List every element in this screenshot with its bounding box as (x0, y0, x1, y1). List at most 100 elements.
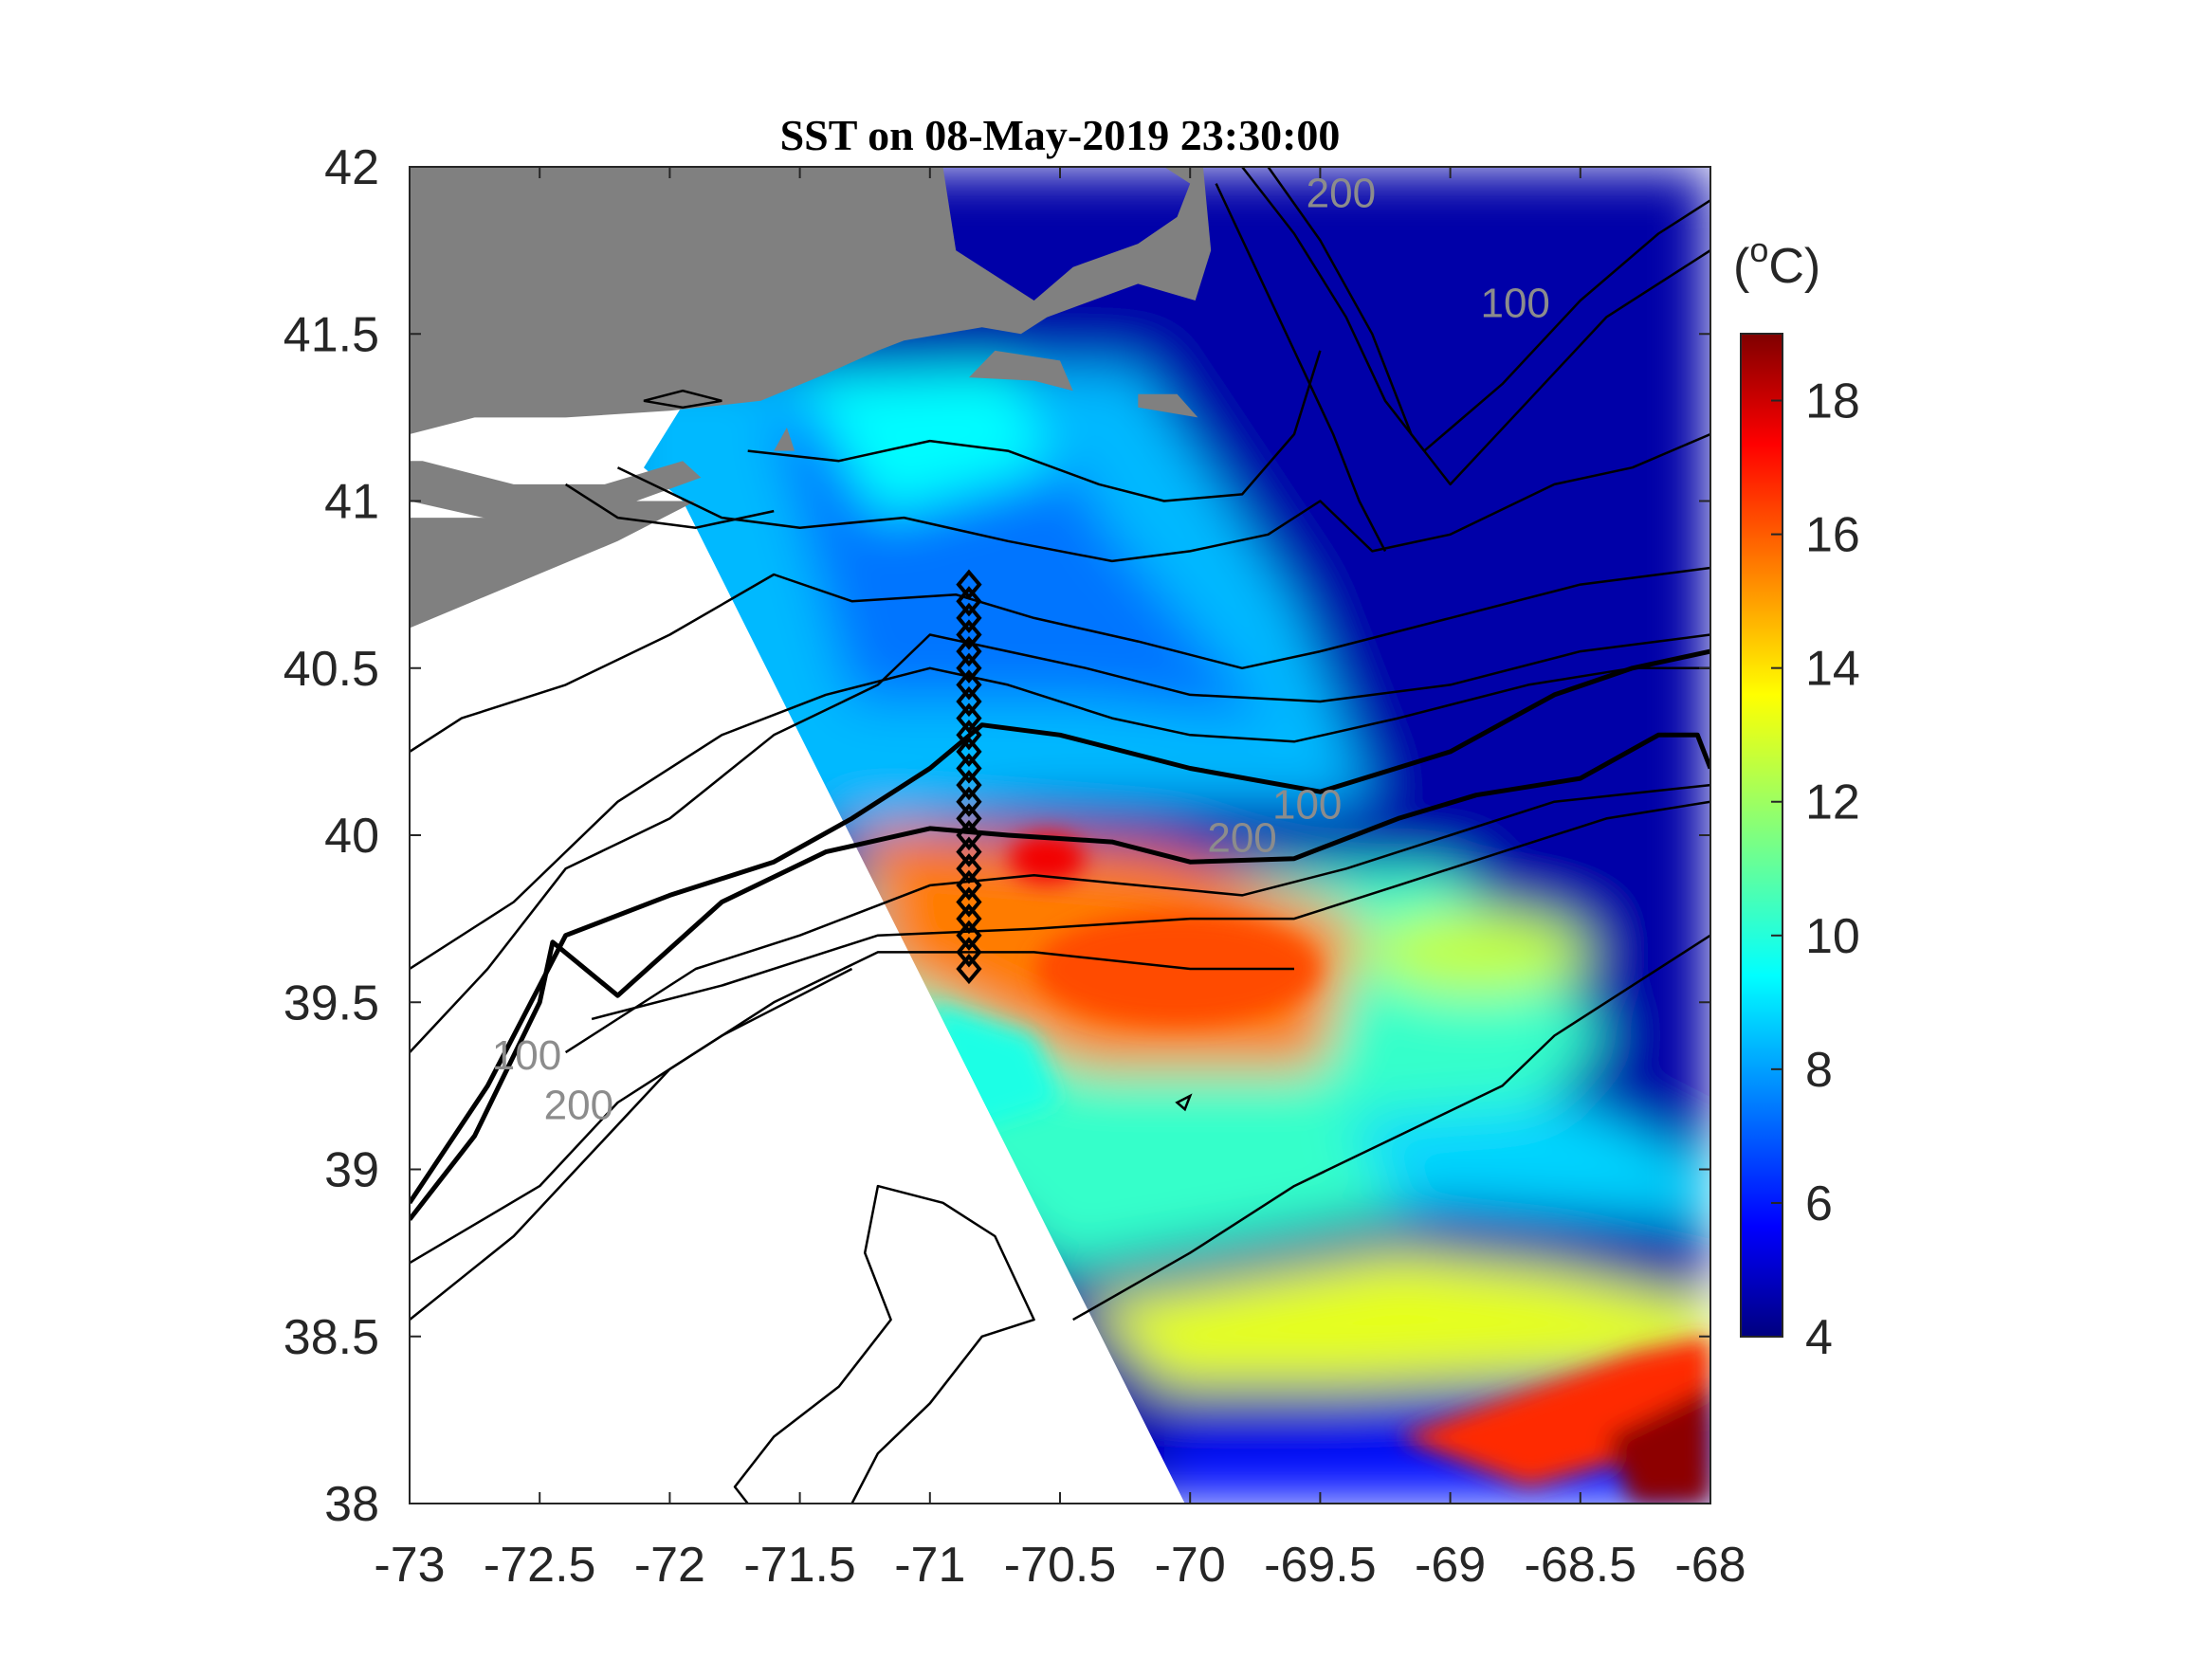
x-tick-label: -71 (894, 1538, 965, 1593)
contour-label: 100 (1272, 781, 1342, 828)
x-tick-label: -68.5 (1525, 1538, 1637, 1593)
contour-label: 200 (544, 1083, 613, 1129)
sst-hot-corner (1606, 1386, 1710, 1504)
contour-label: 100 (492, 1032, 561, 1079)
colorbar-tick-label: 18 (1805, 374, 1860, 429)
sst-warm-patch-east (1362, 909, 1591, 995)
station-marker (956, 753, 982, 784)
station-marker (956, 702, 982, 734)
station-marker (956, 586, 982, 617)
colorbar-tick-label: 10 (1805, 909, 1860, 964)
x-tick-label: -71.5 (743, 1538, 856, 1593)
x-tick-label: -70.5 (1004, 1538, 1117, 1593)
y-tick-label: 39 (324, 1143, 379, 1198)
station-marker (956, 619, 982, 650)
station-marker (956, 803, 982, 834)
colorbar-tick-label: 8 (1805, 1043, 1833, 1098)
x-axis: -73 -72.5 -72 -71.5 -71 -70.5 -70 -69.5 -69 -68.5… (374, 167, 1746, 1593)
colorbar-tick-label: 4 (1805, 1310, 1833, 1365)
x-tick-label: -72.5 (484, 1538, 596, 1593)
y-tick-label: 39.5 (283, 975, 379, 1030)
colorbar-label-open: ( (1733, 239, 1750, 294)
colorbar-ramp (1740, 333, 1783, 1338)
y-tick-label: 41.5 (283, 307, 379, 362)
depth-contour-12 (1072, 934, 1710, 1322)
colorbar-label-unit: C) (1768, 239, 1820, 294)
x-tick-label: -69 (1415, 1538, 1486, 1593)
station-marker (956, 602, 982, 633)
colorbar-label: (oC) (1733, 230, 1820, 294)
station-marker (956, 937, 982, 968)
depth-contour-1 (410, 648, 1710, 1205)
depth-contour-11 (410, 967, 853, 1265)
colorbar-label-sup: o (1749, 230, 1768, 269)
station-marker (956, 786, 982, 817)
x-tick-label: -73 (374, 1538, 445, 1593)
station-marker (956, 819, 982, 851)
contour-label: 100 (1480, 281, 1549, 327)
sst-nearshore (799, 367, 1060, 519)
y-tick-label: 40.5 (283, 642, 379, 697)
colorbar-tick-label: 6 (1805, 1176, 1833, 1231)
x-tick-label: -70 (1155, 1538, 1226, 1593)
colorbar-tick-label: 14 (1805, 642, 1860, 697)
depth-contour-8 (591, 800, 1710, 1021)
depth-contour-5 (616, 432, 1710, 563)
depth-contour-9 (564, 783, 1710, 1054)
station-marker (956, 770, 982, 801)
y-tick-label: 42 (324, 140, 379, 195)
depth-contour-4 (410, 566, 1710, 753)
y-tick-label: 40 (324, 809, 379, 864)
land-long-island (410, 461, 702, 525)
station-marker (956, 953, 982, 985)
y-axis: 42 41.5 41 40.5 40 39.5 39 38.5 38 (283, 140, 1710, 1532)
y-tick-label: 41 (324, 475, 379, 530)
land-mask (410, 167, 1212, 629)
station-marker (956, 669, 982, 701)
x-tick-label: -72 (634, 1538, 705, 1593)
x-tick-label: -68 (1674, 1538, 1746, 1593)
land-block-island (774, 428, 795, 451)
land-marthas-vineyard (969, 350, 1073, 392)
station-marker (956, 569, 982, 600)
colorbar-ticks: 18 16 14 12 10 8 6 4 (1771, 374, 1860, 1365)
station-marker (956, 652, 982, 684)
station-marker (956, 869, 982, 901)
sst-southern-band (1086, 1252, 1710, 1387)
sst-field (644, 167, 1710, 1504)
depth-contour-17 (564, 483, 775, 529)
y-tick-label: 38.5 (283, 1310, 379, 1365)
depth-contour-small-2 (1175, 1093, 1193, 1112)
sst-mid-band (1345, 1103, 1710, 1220)
station-marker (956, 886, 982, 918)
depth-contour-10 (410, 951, 1294, 1322)
land-mainland (410, 167, 1212, 434)
depth-contour-3 (410, 633, 1710, 1053)
depth-contour-16 (1215, 183, 1387, 552)
depth-contour-13 (733, 1184, 1035, 1504)
contour-label: 200 (1307, 170, 1376, 216)
station-marker (956, 853, 982, 884)
sst-hot-spot (1009, 833, 1086, 884)
station-transect (956, 569, 982, 985)
depth-contour-6 (747, 350, 1322, 502)
station-marker (956, 636, 982, 667)
station-marker (956, 736, 982, 767)
chart-title: SST on 08-May-2019 23:30:00 (780, 111, 1341, 159)
depth-contour-7 (410, 666, 1710, 971)
depth-contour-2 (410, 732, 1710, 1221)
station-marker (956, 903, 982, 935)
station-marker (956, 720, 982, 751)
station-marker (956, 685, 982, 718)
contour-label: 200 (1207, 815, 1276, 862)
station-marker (956, 836, 982, 867)
colorbar-tick-label: 16 (1805, 508, 1860, 563)
land-nantucket (1138, 393, 1198, 418)
land-long-island-south (410, 501, 696, 629)
colorbar: (oC) 18 16 14 12 10 8 6 4 (1733, 230, 1860, 1365)
station-marker (956, 920, 982, 951)
